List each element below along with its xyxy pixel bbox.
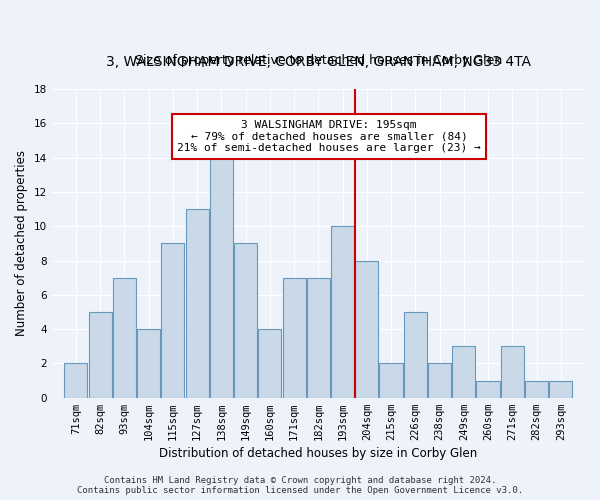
Bar [113,278,136,398]
Bar [428,364,451,398]
Bar [379,364,403,398]
Bar [404,312,427,398]
Bar [331,226,354,398]
Bar [234,244,257,398]
Bar [64,364,88,398]
Bar [89,312,112,398]
Text: 3 WALSINGHAM DRIVE: 195sqm
← 79% of detached houses are smaller (84)
21% of semi: 3 WALSINGHAM DRIVE: 195sqm ← 79% of deta… [177,120,481,153]
X-axis label: Distribution of detached houses by size in Corby Glen: Distribution of detached houses by size … [159,447,478,460]
Bar [283,278,305,398]
Bar [307,278,330,398]
Bar [258,329,281,398]
Bar [161,244,184,398]
Bar [210,158,233,398]
Bar [476,380,500,398]
Title: Size of property relative to detached houses in Corby Glen: Size of property relative to detached ho… [135,54,502,67]
Bar [452,346,475,398]
Bar [525,380,548,398]
Text: Contains HM Land Registry data © Crown copyright and database right 2024.
Contai: Contains HM Land Registry data © Crown c… [77,476,523,495]
Bar [549,380,572,398]
Y-axis label: Number of detached properties: Number of detached properties [15,150,28,336]
Text: 3, WALSINGHAM DRIVE, CORBY GLEN, GRANTHAM, NG33 4TA: 3, WALSINGHAM DRIVE, CORBY GLEN, GRANTHA… [106,55,531,69]
Bar [501,346,524,398]
Bar [185,209,209,398]
Bar [355,260,379,398]
Bar [137,329,160,398]
